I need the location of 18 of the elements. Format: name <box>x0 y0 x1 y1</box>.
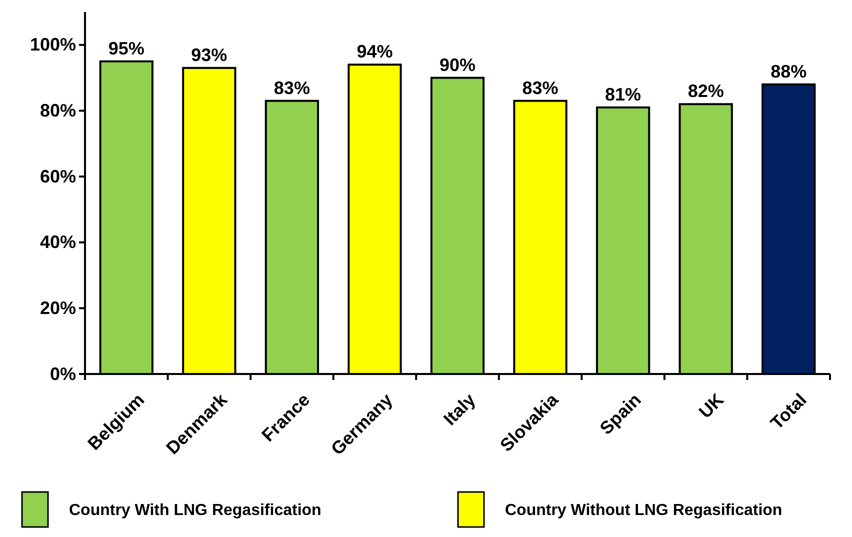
data-label: 88% <box>770 61 807 82</box>
y-tick-label: 100% <box>30 34 76 55</box>
y-tick-label: 80% <box>40 100 76 120</box>
y-tick-label: 40% <box>40 232 76 252</box>
data-label: 90% <box>439 54 476 75</box>
data-label: 82% <box>688 81 724 102</box>
y-tick-label: 0% <box>50 364 76 384</box>
data-label: 81% <box>605 84 642 104</box>
legend-label: Country With LNG Regasification <box>69 502 322 519</box>
x-tick-label: UK <box>695 390 728 422</box>
data-label: 95% <box>108 38 144 58</box>
legend-label: Country Without LNG Regasification <box>505 502 782 519</box>
data-label: 83% <box>274 78 310 98</box>
data-label: 94% <box>356 42 393 62</box>
y-tick-label: 60% <box>40 166 76 186</box>
data-label: 93% <box>191 44 228 65</box>
y-tick-label: 20% <box>40 298 76 318</box>
data-label: 83% <box>522 78 558 98</box>
